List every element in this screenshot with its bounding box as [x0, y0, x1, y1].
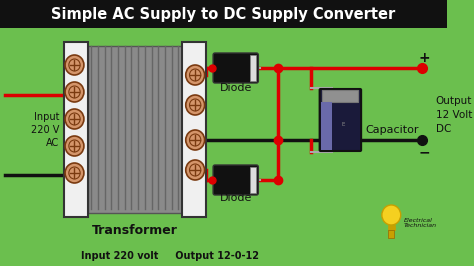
Bar: [250, 167, 256, 193]
Text: −: −: [419, 145, 430, 159]
Text: Output
12 Volt
DC: Output 12 Volt DC: [436, 96, 472, 134]
Circle shape: [186, 65, 205, 85]
Circle shape: [186, 160, 205, 180]
Text: Capacitor: Capacitor: [365, 125, 419, 135]
Bar: [250, 55, 256, 81]
Bar: [389, 230, 394, 238]
FancyBboxPatch shape: [213, 165, 258, 195]
Circle shape: [65, 109, 84, 129]
Text: +: +: [419, 51, 430, 65]
Bar: [0, 0, 447, 28]
Circle shape: [186, 95, 205, 115]
Bar: [322, 90, 358, 102]
Circle shape: [65, 163, 84, 183]
Bar: [64, 42, 88, 217]
Text: Transformer: Transformer: [92, 225, 178, 238]
Circle shape: [65, 82, 84, 102]
Circle shape: [186, 130, 205, 150]
Bar: [88, 46, 182, 213]
Text: Diode: Diode: [219, 83, 252, 93]
Bar: [388, 225, 395, 230]
Text: Input
220 V
AC: Input 220 V AC: [31, 112, 59, 148]
Circle shape: [382, 205, 401, 225]
Text: Diode: Diode: [219, 193, 252, 203]
Text: E: E: [342, 123, 345, 127]
Bar: [182, 42, 206, 217]
Circle shape: [65, 136, 84, 156]
FancyBboxPatch shape: [319, 89, 361, 151]
Circle shape: [65, 55, 84, 75]
Text: Input 220 volt     Output 12-0-12: Input 220 volt Output 12-0-12: [81, 251, 259, 261]
Text: Electrical
Technician: Electrical Technician: [403, 218, 437, 228]
Text: Simple AC Supply to DC Supply Converter: Simple AC Supply to DC Supply Converter: [51, 6, 396, 22]
FancyBboxPatch shape: [213, 53, 258, 83]
Bar: [320, 102, 332, 150]
